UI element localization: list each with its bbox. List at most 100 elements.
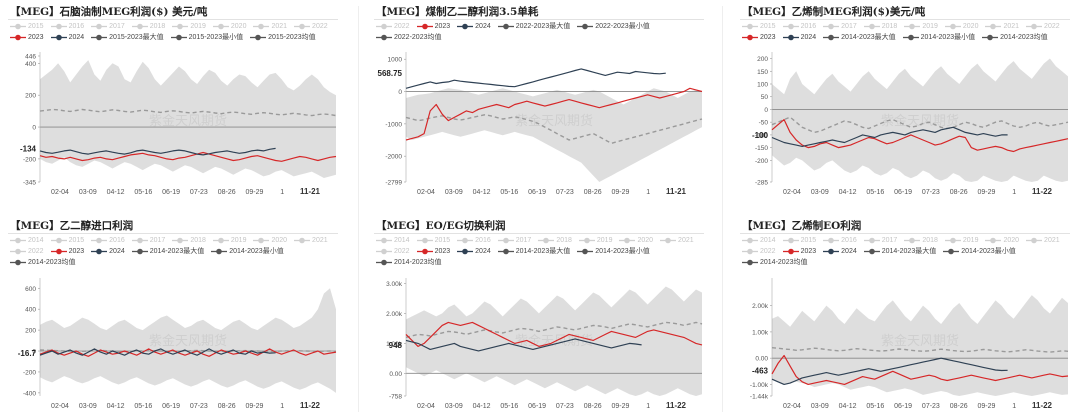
chart-legend: 2015 2016 2017 2018 2019 2020 2021 2022 2023 2024… (10, 21, 340, 43)
last-value-label: -100 (752, 131, 769, 140)
legend-item[interactable]: 2022-2023最小值 (577, 21, 650, 32)
legend-item[interactable]: 2017 (863, 235, 897, 246)
y-tick-label: 0.00 (755, 356, 768, 363)
legend-item[interactable]: 2020 (253, 235, 287, 246)
legend-item[interactable]: 2014-2023均值 (10, 257, 75, 268)
legend-item[interactable]: 2018 (172, 235, 206, 246)
x-tick-label: 06-19 (162, 189, 180, 196)
legend-item[interactable]: 2017 (497, 235, 531, 246)
legend-item[interactable]: 2023 (782, 246, 816, 257)
legend-marker-icon (91, 248, 108, 255)
legend-item[interactable]: 2021 (660, 235, 694, 246)
legend-marker-icon (250, 34, 267, 41)
legend-item[interactable]: 2015-2023均值 (250, 32, 316, 43)
legend-label: 2024 (800, 34, 817, 41)
legend-item[interactable]: 2014 (10, 235, 44, 246)
legend-item[interactable]: 2020 (619, 235, 653, 246)
x-tick-label: 1 (280, 189, 284, 196)
legend-marker-icon (416, 237, 433, 244)
legend-item[interactable]: 2014-2023最小值 (211, 246, 284, 257)
legend-label: 2014-2023最大值 (841, 34, 896, 41)
legend-item[interactable]: 2023 (50, 246, 84, 257)
x-tick-label: 07-23 (922, 189, 940, 196)
legend-item[interactable]: 2016 (50, 21, 84, 32)
legend-item[interactable]: 2018 (538, 235, 572, 246)
legend-item[interactable]: 2021 (294, 235, 328, 246)
legend-item[interactable]: 2022 (376, 246, 410, 257)
legend-item[interactable]: 2024 (91, 246, 125, 257)
legend-item[interactable]: 2022 (376, 21, 410, 32)
x-tick-label: 06-19 (894, 189, 912, 196)
legend-item[interactable]: 2024 (782, 32, 817, 43)
y-tick-label: -150 (755, 145, 768, 152)
legend-item[interactable]: 2024 (823, 246, 857, 257)
legend-item[interactable]: 2022-2023均值 (376, 32, 441, 43)
last-value-label: -134 (20, 144, 37, 153)
legend-item[interactable]: 2019 (578, 235, 612, 246)
legend-item[interactable]: 2016 (91, 235, 125, 246)
x-tick-label: 09-29 (245, 403, 263, 410)
legend-item[interactable]: 2015 (416, 235, 450, 246)
legend-label: 2022 (760, 248, 776, 255)
legend-item[interactable]: 2015-2023最小值 (170, 32, 243, 43)
legend-item[interactable]: 2014-2023最大值 (823, 32, 896, 43)
legend-item[interactable]: 2023 (10, 32, 44, 43)
legend-item[interactable]: 2023 (742, 32, 776, 43)
legend-item[interactable]: 2019 (212, 235, 246, 246)
x-tick-label: 03-09 (79, 189, 97, 196)
legend-item[interactable]: 2019 (904, 21, 938, 32)
legend-item[interactable]: 2020 (944, 21, 978, 32)
legend-item[interactable]: 2017 (91, 21, 125, 32)
legend-item[interactable]: 2014-2023最小值 (943, 246, 1016, 257)
legend-item[interactable]: 2016 (457, 235, 491, 246)
legend-item[interactable]: 2020 (985, 235, 1019, 246)
legend-item[interactable]: 2014 (742, 235, 776, 246)
legend-item[interactable]: 2014-2023最小值 (577, 246, 650, 257)
legend-item[interactable]: 2019 (172, 21, 206, 32)
legend-item[interactable]: 2015 (742, 21, 776, 32)
legend-item[interactable]: 2017 (131, 235, 165, 246)
legend-item[interactable]: 2016 (782, 21, 816, 32)
x-tick-label: 05-16 (500, 189, 518, 196)
legend-item[interactable]: 2022 (294, 21, 328, 32)
legend-item[interactable]: 2015 (50, 235, 84, 246)
legend-item[interactable]: 2014-2023均值 (982, 32, 1048, 43)
legend-item[interactable]: 2014-2023最小值 (902, 32, 975, 43)
y-tick-label: -285 (755, 180, 768, 187)
legend-item[interactable]: 2023 (416, 21, 450, 32)
legend-item[interactable]: 2024 (50, 32, 84, 43)
legend-marker-icon (497, 248, 514, 255)
legend-item[interactable]: 2014-2023最大值 (497, 246, 570, 257)
legend-item[interactable]: 2014 (376, 235, 410, 246)
series-2023-line (39, 348, 337, 357)
legend-item[interactable]: 2015 (10, 21, 44, 32)
legend-item[interactable]: 2024 (457, 21, 491, 32)
legend-item[interactable]: 2016 (823, 235, 857, 246)
legend-marker-icon (212, 237, 229, 244)
legend-marker-icon (294, 23, 311, 30)
legend-item[interactable]: 2024 (457, 246, 491, 257)
legend-item[interactable]: 2022 (742, 246, 776, 257)
legend-item[interactable]: 2022 (1026, 21, 1060, 32)
legend-item[interactable]: 2017 (823, 21, 857, 32)
legend-item[interactable]: 2019 (944, 235, 978, 246)
legend-item[interactable]: 2020 (212, 21, 246, 32)
legend-item[interactable]: 2022 (10, 246, 44, 257)
legend-item[interactable]: 2015 (782, 235, 816, 246)
legend-item[interactable]: 2014-2023均值 (742, 257, 807, 268)
legend-item[interactable]: 2018 (131, 21, 165, 32)
legend-item[interactable]: 2021 (985, 21, 1019, 32)
legend-item[interactable]: 2018 (904, 235, 938, 246)
legend-item[interactable]: 2023 (416, 246, 450, 257)
legend-item[interactable]: 2018 (863, 21, 897, 32)
legend-item[interactable]: 2014-2023最大值 (863, 246, 936, 257)
legend-item[interactable]: 2021 (253, 21, 287, 32)
legend-marker-icon (944, 237, 961, 244)
legend-item[interactable]: 2015-2023最大值 (91, 32, 164, 43)
legend-item[interactable]: 2021 (1026, 235, 1060, 246)
legend-label: 2014-2023最大值 (149, 248, 205, 255)
legend-item[interactable]: 2014-2023均值 (376, 257, 441, 268)
legend-item[interactable]: 2014-2023最大值 (131, 246, 205, 257)
legend-item[interactable]: 2022-2023最大值 (497, 21, 570, 32)
